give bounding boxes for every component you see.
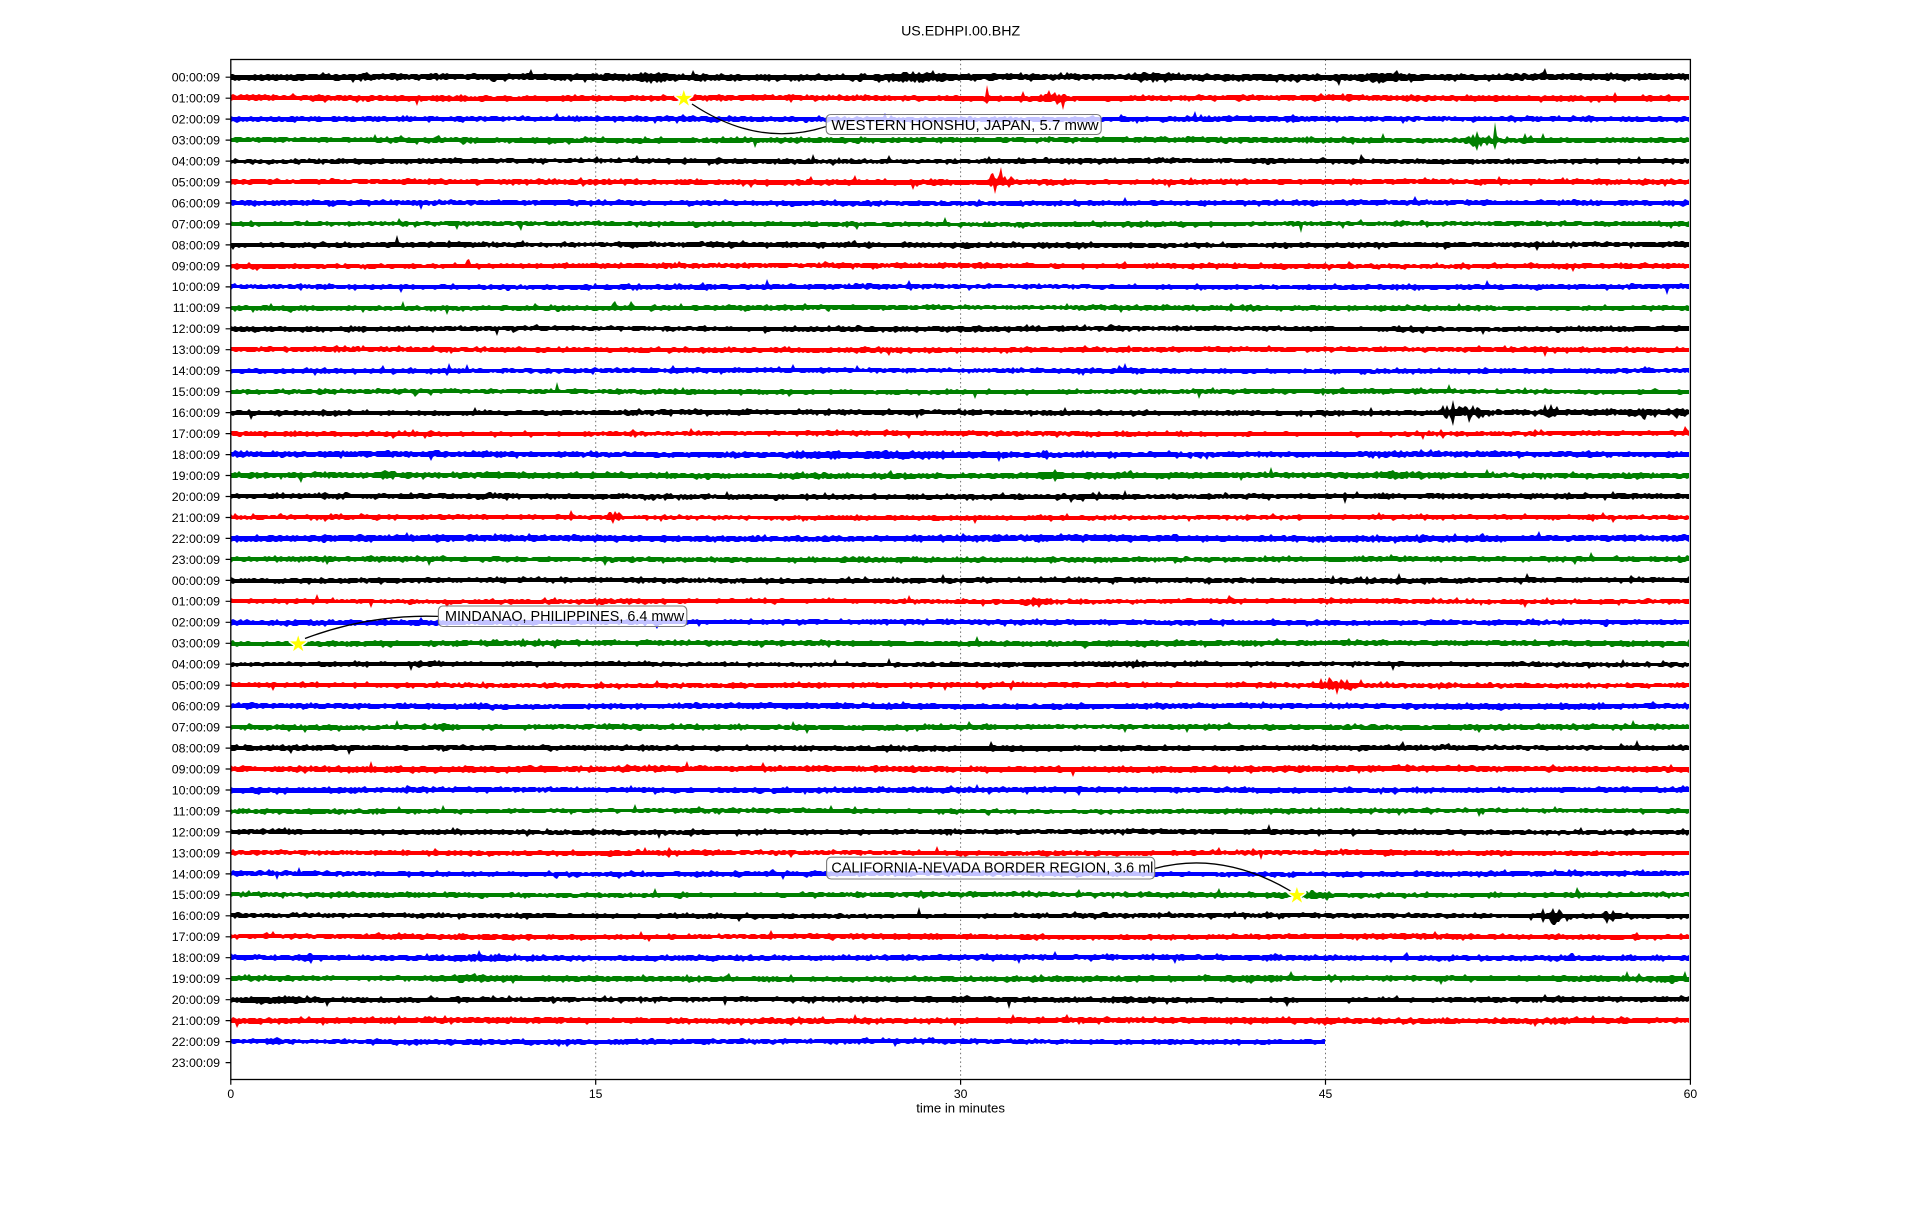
svg-text:0: 0 — [227, 1087, 234, 1101]
svg-text:07:00:09: 07:00:09 — [172, 721, 220, 735]
svg-text:60: 60 — [1684, 1087, 1698, 1101]
svg-text:06:00:09: 06:00:09 — [172, 196, 220, 210]
svg-text:02:00:09: 02:00:09 — [172, 113, 220, 127]
svg-text:19:00:09: 19:00:09 — [172, 469, 220, 483]
svg-text:MINDANAO, PHILIPPINES, 6.4 mww: MINDANAO, PHILIPPINES, 6.4 mww — [445, 609, 685, 625]
svg-text:04:00:09: 04:00:09 — [172, 658, 220, 672]
svg-text:CALIFORNIA-NEVADA BORDER REGIO: CALIFORNIA-NEVADA BORDER REGION, 3.6 ml — [831, 861, 1153, 877]
svg-text:22:00:09: 22:00:09 — [172, 532, 220, 546]
svg-text:22:00:09: 22:00:09 — [172, 1035, 220, 1049]
svg-text:09:00:09: 09:00:09 — [172, 762, 220, 776]
svg-text:20:00:09: 20:00:09 — [172, 993, 220, 1007]
svg-text:12:00:09: 12:00:09 — [172, 322, 220, 336]
svg-text:23:00:09: 23:00:09 — [172, 1056, 220, 1070]
svg-text:05:00:09: 05:00:09 — [172, 679, 220, 693]
svg-text:08:00:09: 08:00:09 — [172, 238, 220, 252]
svg-text:17:00:09: 17:00:09 — [172, 427, 220, 441]
svg-text:19:00:09: 19:00:09 — [172, 972, 220, 986]
svg-text:14:00:09: 14:00:09 — [172, 364, 220, 378]
svg-text:12:00:09: 12:00:09 — [172, 825, 220, 839]
svg-text:02:00:09: 02:00:09 — [172, 616, 220, 630]
svg-text:15: 15 — [589, 1087, 603, 1101]
svg-text:14:00:09: 14:00:09 — [172, 867, 220, 881]
svg-text:04:00:09: 04:00:09 — [172, 155, 220, 169]
svg-text:07:00:09: 07:00:09 — [172, 217, 220, 231]
svg-text:03:00:09: 03:00:09 — [172, 134, 220, 148]
svg-text:16:00:09: 16:00:09 — [172, 909, 220, 923]
svg-text:10:00:09: 10:00:09 — [172, 783, 220, 797]
svg-text:time in minutes: time in minutes — [916, 1101, 1005, 1116]
svg-text:03:00:09: 03:00:09 — [172, 637, 220, 651]
svg-text:00:00:09: 00:00:09 — [172, 71, 220, 85]
svg-text:15:00:09: 15:00:09 — [172, 888, 220, 902]
svg-text:13:00:09: 13:00:09 — [172, 846, 220, 860]
svg-text:45: 45 — [1319, 1087, 1333, 1101]
svg-text:30: 30 — [954, 1087, 968, 1101]
svg-text:11:00:09: 11:00:09 — [173, 301, 220, 315]
svg-text:21:00:09: 21:00:09 — [172, 511, 220, 525]
svg-text:16:00:09: 16:00:09 — [172, 406, 220, 420]
svg-text:17:00:09: 17:00:09 — [172, 930, 220, 944]
svg-text:08:00:09: 08:00:09 — [172, 742, 220, 756]
svg-text:21:00:09: 21:00:09 — [172, 1014, 220, 1028]
svg-text:13:00:09: 13:00:09 — [172, 343, 220, 357]
svg-text:11:00:09: 11:00:09 — [173, 804, 220, 818]
svg-text:20:00:09: 20:00:09 — [172, 490, 220, 504]
svg-text:01:00:09: 01:00:09 — [172, 92, 220, 106]
svg-text:US.EDHPI.00.BHZ: US.EDHPI.00.BHZ — [901, 24, 1020, 40]
svg-text:10:00:09: 10:00:09 — [172, 280, 220, 294]
svg-text:00:00:09: 00:00:09 — [172, 574, 220, 588]
svg-text:05:00:09: 05:00:09 — [172, 175, 220, 189]
svg-text:01:00:09: 01:00:09 — [172, 595, 220, 609]
svg-text:09:00:09: 09:00:09 — [172, 259, 220, 273]
svg-text:23:00:09: 23:00:09 — [172, 553, 220, 567]
svg-text:06:00:09: 06:00:09 — [172, 700, 220, 714]
svg-text:WESTERN HONSHU, JAPAN, 5.7 mww: WESTERN HONSHU, JAPAN, 5.7 mww — [831, 117, 1098, 134]
svg-text:18:00:09: 18:00:09 — [172, 448, 220, 462]
svg-text:18:00:09: 18:00:09 — [172, 951, 220, 965]
svg-text:15:00:09: 15:00:09 — [172, 385, 220, 399]
